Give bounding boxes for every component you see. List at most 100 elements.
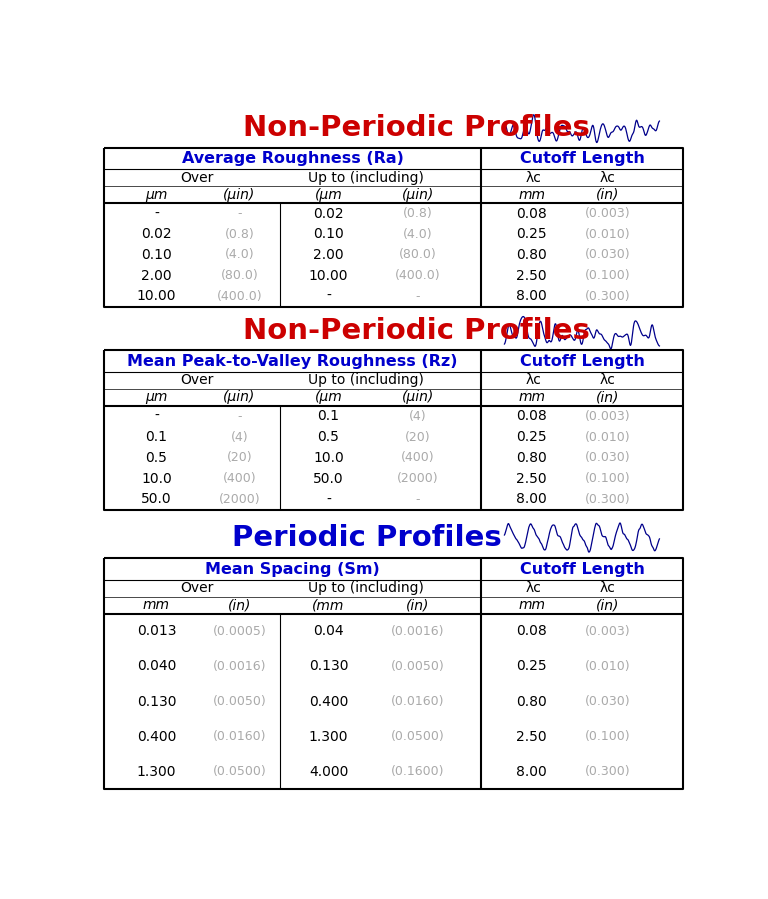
Text: (400): (400) [223,472,257,485]
Text: (0.0500): (0.0500) [391,730,445,743]
Text: 0.10: 0.10 [313,227,344,241]
Text: λc: λc [600,373,615,387]
Text: 10.00: 10.00 [137,289,176,303]
Text: 0.1: 0.1 [317,409,339,423]
Text: Over: Over [180,582,214,595]
Text: 0.08: 0.08 [516,409,547,423]
Text: 0.10: 0.10 [141,248,172,262]
Text: (0.003): (0.003) [584,410,631,423]
Text: (0.030): (0.030) [584,695,631,708]
Text: -: - [415,289,420,303]
Text: (0.0050): (0.0050) [391,660,445,673]
Text: 0.02: 0.02 [313,207,344,220]
Text: (0.0016): (0.0016) [213,660,266,673]
Text: 0.013: 0.013 [137,624,176,638]
Text: (2000): (2000) [397,472,439,485]
Text: (4.0): (4.0) [224,248,254,262]
Text: 0.04: 0.04 [313,624,344,638]
Text: λc: λc [600,171,615,185]
Text: μm: μm [145,390,167,405]
Text: mm: mm [518,390,545,405]
Text: (0.1600): (0.1600) [391,765,445,779]
Text: 10.0: 10.0 [313,450,344,465]
Text: mm: mm [518,188,545,202]
Text: 50.0: 50.0 [141,493,172,506]
Text: -: - [154,409,159,423]
Text: mm: mm [518,599,545,612]
Text: 0.02: 0.02 [141,227,172,241]
Text: 0.5: 0.5 [317,430,339,444]
Text: 0.130: 0.130 [137,695,176,708]
Text: Up to (including): Up to (including) [308,171,424,185]
Text: (μin): (μin) [402,188,434,202]
Text: (0.010): (0.010) [584,227,631,241]
Text: 0.400: 0.400 [137,730,176,743]
Text: -: - [415,493,420,506]
Text: μm: μm [145,188,167,202]
Text: Up to (including): Up to (including) [308,373,424,387]
Text: (0.100): (0.100) [584,269,631,282]
Text: 0.80: 0.80 [516,450,547,465]
Text: -: - [326,493,331,506]
Text: (in): (in) [596,599,619,612]
Text: 0.130: 0.130 [309,660,348,673]
Text: Mean Peak-to-Valley Roughness (Rz): Mean Peak-to-Valley Roughness (Rz) [127,353,458,369]
Text: (80.0): (80.0) [220,269,258,282]
Text: (20): (20) [405,431,430,443]
Text: (μm: (μm [315,390,343,405]
Text: (mm: (mm [313,599,345,612]
Text: 0.25: 0.25 [516,660,547,673]
Text: (0.0005): (0.0005) [213,625,266,637]
Text: Average Roughness (Ra): Average Roughness (Ra) [181,151,403,166]
Text: (0.0050): (0.0050) [213,695,266,708]
Text: 0.08: 0.08 [516,624,547,638]
Text: -: - [237,207,242,220]
Text: (0.300): (0.300) [584,765,631,779]
Text: 2.50: 2.50 [516,472,547,485]
Text: Periodic Profiles: Periodic Profiles [232,523,502,552]
Text: (0.010): (0.010) [584,660,631,673]
Text: 0.80: 0.80 [516,695,547,708]
Text: (0.003): (0.003) [584,207,631,220]
Text: (0.100): (0.100) [584,472,631,485]
Text: (0.030): (0.030) [584,451,631,465]
Text: (0.8): (0.8) [402,207,432,220]
Text: Over: Over [180,373,214,387]
Text: 2.00: 2.00 [313,248,344,262]
Text: λc: λc [526,373,541,387]
Text: (μin): (μin) [223,390,256,405]
Text: Mean Spacing (Sm): Mean Spacing (Sm) [205,562,380,576]
Text: (in): (in) [227,599,251,612]
Text: (4): (4) [230,431,248,443]
Text: λc: λc [526,171,541,185]
Text: 0.80: 0.80 [516,248,547,262]
Text: (μin): (μin) [223,188,256,202]
Text: Up to (including): Up to (including) [308,582,424,595]
Text: 1.300: 1.300 [309,730,348,743]
Text: (20): (20) [227,451,252,465]
Text: 2.50: 2.50 [516,269,547,282]
Text: Non-Periodic Profiles: Non-Periodic Profiles [243,317,590,345]
Text: 1.300: 1.300 [137,765,176,779]
Text: 2.50: 2.50 [516,730,547,743]
Text: 0.5: 0.5 [145,450,167,465]
Text: 0.25: 0.25 [516,430,547,444]
Text: (0.0160): (0.0160) [213,730,266,743]
Text: (0.300): (0.300) [584,493,631,506]
Text: (in): (in) [596,390,619,405]
Text: 8.00: 8.00 [516,289,547,303]
Text: λc: λc [526,582,541,595]
Text: (400.0): (400.0) [217,289,262,303]
Text: Cutoff Length: Cutoff Length [520,151,645,166]
Text: (400): (400) [401,451,435,465]
Text: (0.0500): (0.0500) [213,765,266,779]
Text: 0.400: 0.400 [309,695,348,708]
Text: (400.0): (400.0) [395,269,440,282]
Text: -: - [154,207,159,220]
Text: 10.0: 10.0 [141,472,172,485]
Text: 10.00: 10.00 [309,269,348,282]
Text: (μm: (μm [315,188,343,202]
Text: (4.0): (4.0) [402,227,432,241]
Text: -: - [237,410,242,423]
Text: Over: Over [180,171,214,185]
